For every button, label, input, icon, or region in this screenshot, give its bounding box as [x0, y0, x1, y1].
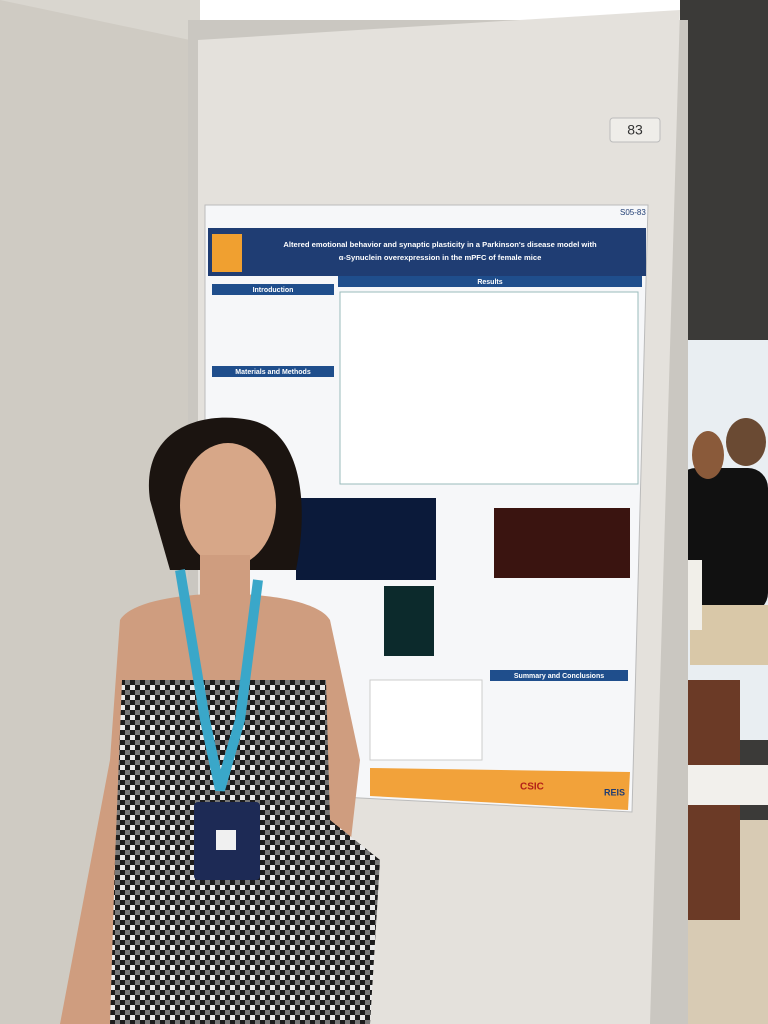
- poster-title: α-Synuclein overexpression in the mPFC o…: [339, 253, 542, 262]
- section-title: Results: [477, 279, 502, 286]
- logo-text: REIS: [604, 787, 625, 797]
- section-title: Introduction: [253, 287, 294, 294]
- logo-text: CSIC: [520, 782, 544, 793]
- figure-panel: [339, 291, 639, 485]
- bystander-head: [726, 418, 766, 466]
- board-number: 83: [627, 122, 643, 138]
- bystander-head: [692, 431, 724, 479]
- society-logo: [212, 234, 242, 272]
- board-number-plate: [609, 117, 661, 143]
- section-title: Summary and Conclusions: [514, 673, 604, 680]
- micrograph: [494, 508, 630, 578]
- title-bar: [208, 228, 646, 276]
- section-header: [338, 276, 642, 287]
- badge-qr: [216, 830, 236, 850]
- lanyard: [175, 569, 263, 792]
- figure-panel: [369, 679, 483, 761]
- poster-code: S05-83: [620, 208, 646, 217]
- micrograph: [384, 586, 434, 656]
- micrograph: [296, 498, 436, 580]
- section-title: Materials and Methods: [235, 369, 311, 376]
- poster-footer: [370, 768, 630, 810]
- face: [180, 443, 276, 567]
- section-header: [212, 366, 334, 377]
- poster-title: Altered emotional behavior and synaptic …: [283, 240, 597, 249]
- paper-sheet: [676, 765, 768, 805]
- section-header: [490, 670, 628, 681]
- section-header: [212, 284, 334, 295]
- bystander-shorts: [690, 605, 768, 665]
